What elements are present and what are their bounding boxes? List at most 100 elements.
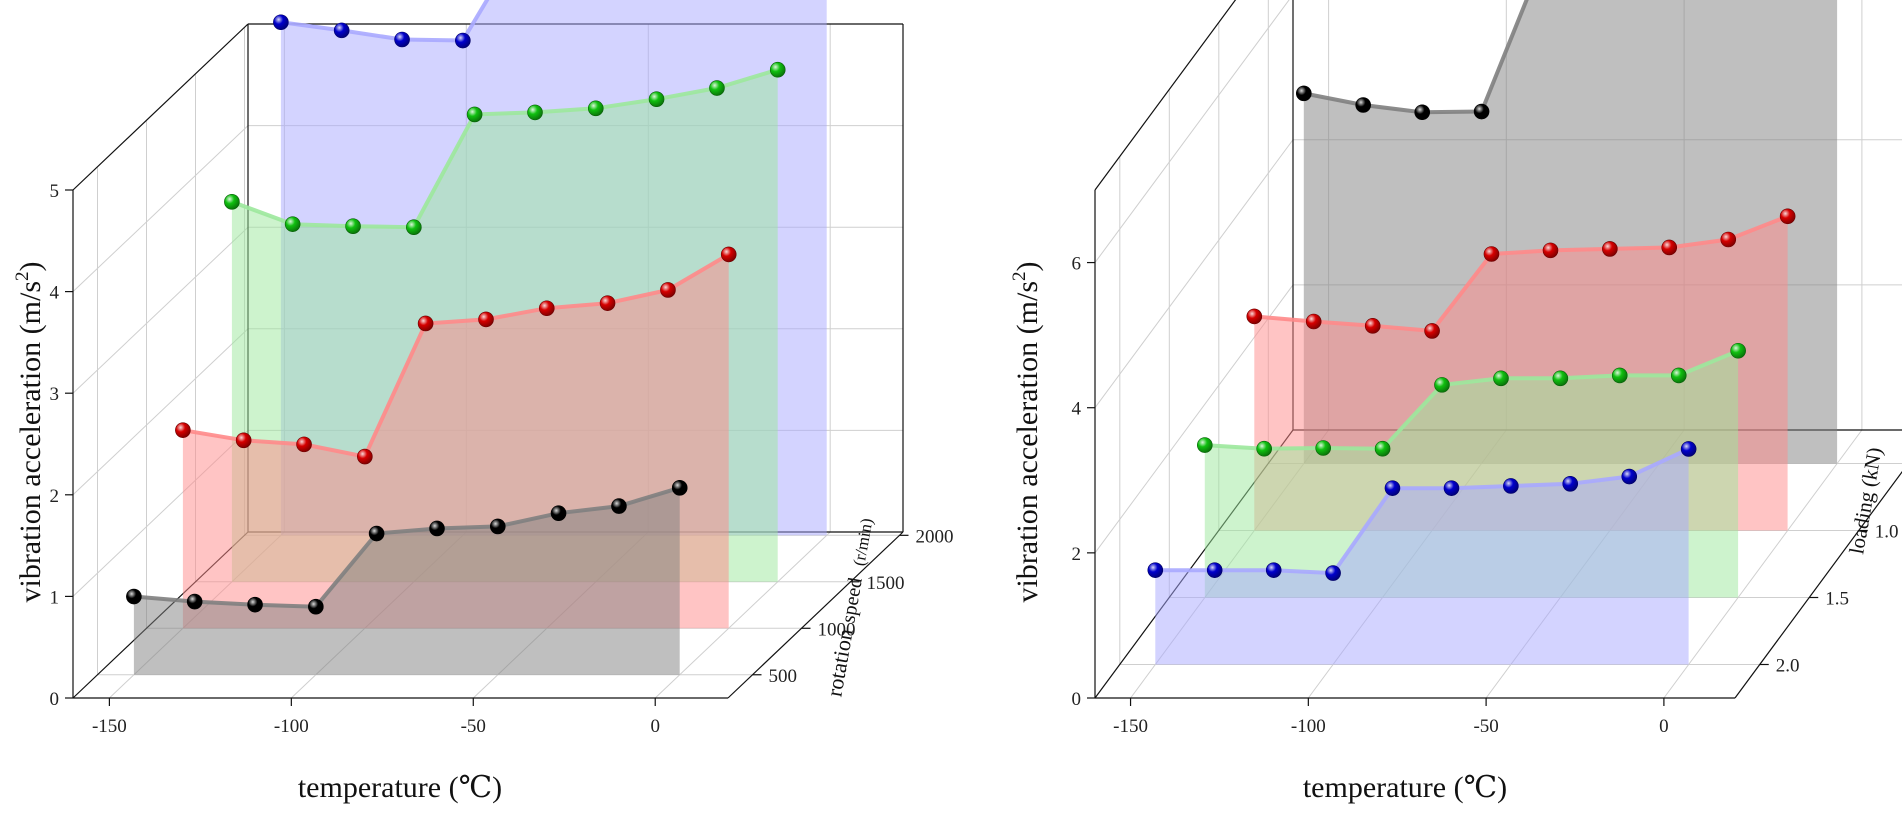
left-z-tick-label-5: 5 — [50, 181, 60, 202]
right-axes-frame — [1094, 0, 1902, 699]
right-series-line-3 — [1303, 0, 1529, 115]
left-series-1-point-8 — [660, 282, 676, 298]
left-series-1-point-7 — [599, 295, 616, 311]
left-series-0-point-2 — [247, 596, 263, 613]
right-z-tick-label-1: 2 — [1072, 544, 1082, 565]
right-series-0-point-2 — [1265, 562, 1282, 578]
right-y-tick-label-1: 1.0 — [1875, 522, 1899, 543]
left-z-tick-label-4: 4 — [50, 283, 60, 304]
left-series-2-point-6 — [587, 100, 604, 117]
left-series-2-point-3 — [406, 219, 422, 236]
right-series-1-point-6 — [1552, 370, 1569, 387]
left-series-0-point-8 — [611, 498, 627, 514]
right-series-2-point-7 — [1661, 239, 1678, 256]
left-series-line-1 — [182, 252, 730, 459]
right-grid-z-3 — [1094, 0, 1290, 263]
right-series-2-point-2 — [1364, 318, 1381, 334]
left-y-axis-title-speed: speed — [837, 576, 867, 625]
right-z-tick-label-2: 4 — [1072, 399, 1082, 420]
left-series-2-point-1 — [284, 216, 301, 232]
right-series-1-point-0 — [1197, 437, 1213, 453]
left-z-tick-label-0: 0 — [50, 689, 60, 710]
right-series-1-point-9 — [1730, 342, 1746, 359]
right-x-tick-label-2: -50 — [1473, 716, 1498, 737]
left-y-tick-label-2: 1500 — [867, 573, 905, 594]
right-x-tick-label-3: 0 — [1659, 716, 1669, 737]
right-z-axis-title: vibration acceleration (m/s2) — [1009, 261, 1044, 602]
left-series-area-0 — [133, 487, 680, 675]
left-x-tick-label-2: -50 — [461, 716, 486, 737]
right-series-3-point-3 — [1473, 103, 1490, 120]
left-series-1-point-0 — [175, 422, 191, 438]
left-series-3-point-2 — [394, 31, 410, 48]
right-series-line-2 — [1254, 214, 1789, 333]
right-series-line-1 — [1204, 348, 1739, 451]
left-frame-edge-1 — [727, 531, 904, 699]
left-y-tick-label-0: 500 — [769, 666, 798, 687]
right-series-2-point-6 — [1602, 241, 1618, 257]
right-series-0-point-1 — [1206, 562, 1223, 578]
right-series-2-point-4 — [1483, 246, 1500, 262]
left-series-0-point-9 — [671, 480, 688, 496]
left-chart: -150 -100 -50 0 0 1 2 3 4 5 500 1000 1500 2000 temper… — [12, 0, 954, 804]
left-series-2-point-7 — [648, 91, 665, 107]
right-series-1-point-4 — [1434, 377, 1450, 393]
right-frame-edge-7 — [1094, 0, 1237, 191]
left-x-tick-label-0: -150 — [92, 716, 127, 737]
left-series-1-point-4 — [417, 315, 434, 332]
left-series-1-point-2 — [296, 436, 312, 453]
left-series-1-point-6 — [538, 300, 555, 317]
left-series-2-point-4 — [466, 106, 483, 123]
right-series-0-point-8 — [1621, 468, 1638, 485]
left-series-2-point-5 — [527, 104, 543, 121]
left-series-0-point-1 — [186, 593, 203, 610]
left-z-tick-label-1: 1 — [50, 587, 60, 608]
right-y-tick-label-2: 1.5 — [1825, 589, 1849, 610]
right-series-line-0 — [1155, 447, 1690, 576]
right-series-1-point-3 — [1374, 440, 1391, 457]
left-series-line-3 — [280, 0, 490, 43]
right-series-2-point-5 — [1542, 242, 1559, 259]
right-series-0-point-5 — [1443, 480, 1460, 496]
left-y-axis-title-unit: (r/min) — [849, 517, 876, 568]
right-series-2-point-0 — [1246, 308, 1263, 325]
left-series-group — [126, 0, 827, 675]
left-z-axis-title-superscript: 2 — [12, 271, 33, 281]
left-z-tick-label-2: 2 — [50, 486, 60, 507]
left-series-0-point-3 — [308, 598, 324, 615]
right-series-2-point-8 — [1720, 231, 1737, 248]
left-series-0-point-6 — [489, 518, 506, 535]
left-series-3-point-1 — [333, 22, 350, 39]
right-x-tick-label-1: -100 — [1291, 716, 1326, 737]
right-x-tick-label-0: -150 — [1113, 716, 1148, 737]
left-series-2-point-2 — [345, 218, 361, 234]
right-series-2-point-1 — [1305, 313, 1322, 330]
left-y-axis-title: rotation speed (r/min) — [821, 517, 876, 699]
right-z-tick-label-0: 0 — [1072, 689, 1082, 710]
right-series-2-point-3 — [1424, 323, 1440, 339]
right-series-1-point-2 — [1315, 440, 1332, 456]
right-y-tick-label-3: 2.0 — [1776, 656, 1800, 677]
left-z-tick-label-3: 3 — [50, 384, 60, 405]
left-series-line-2 — [231, 67, 779, 230]
left-series-2-point-8 — [709, 80, 725, 96]
left-series-0-point-0 — [126, 588, 142, 605]
left-x-axis-title: temperature (℃) — [298, 771, 502, 804]
left-series-0-point-5 — [429, 520, 445, 537]
right-z-axis-title-superscript: 2 — [1009, 271, 1030, 281]
right-frame-edge-1 — [1734, 470, 1902, 699]
right-series-1-point-5 — [1493, 370, 1509, 387]
right-series-1-point-8 — [1670, 367, 1687, 384]
right-series-0-point-6 — [1503, 478, 1519, 494]
left-series-3-point-0 — [273, 14, 289, 31]
left-series-1-point-1 — [235, 432, 252, 449]
right-series-area-0 — [1155, 449, 1689, 665]
right-chart: -150-100-50002460.51.01.52.0 temperature… — [1009, 0, 1902, 804]
left-series-1-point-3 — [357, 448, 373, 465]
right-series-3-point-0 — [1296, 85, 1312, 102]
right-series-1-point-1 — [1256, 440, 1272, 457]
right-series-group — [1147, 0, 1838, 665]
right-series-0-point-3 — [1325, 565, 1341, 581]
left-series-0-point-4 — [368, 525, 385, 542]
left-series-line-0 — [133, 485, 681, 609]
